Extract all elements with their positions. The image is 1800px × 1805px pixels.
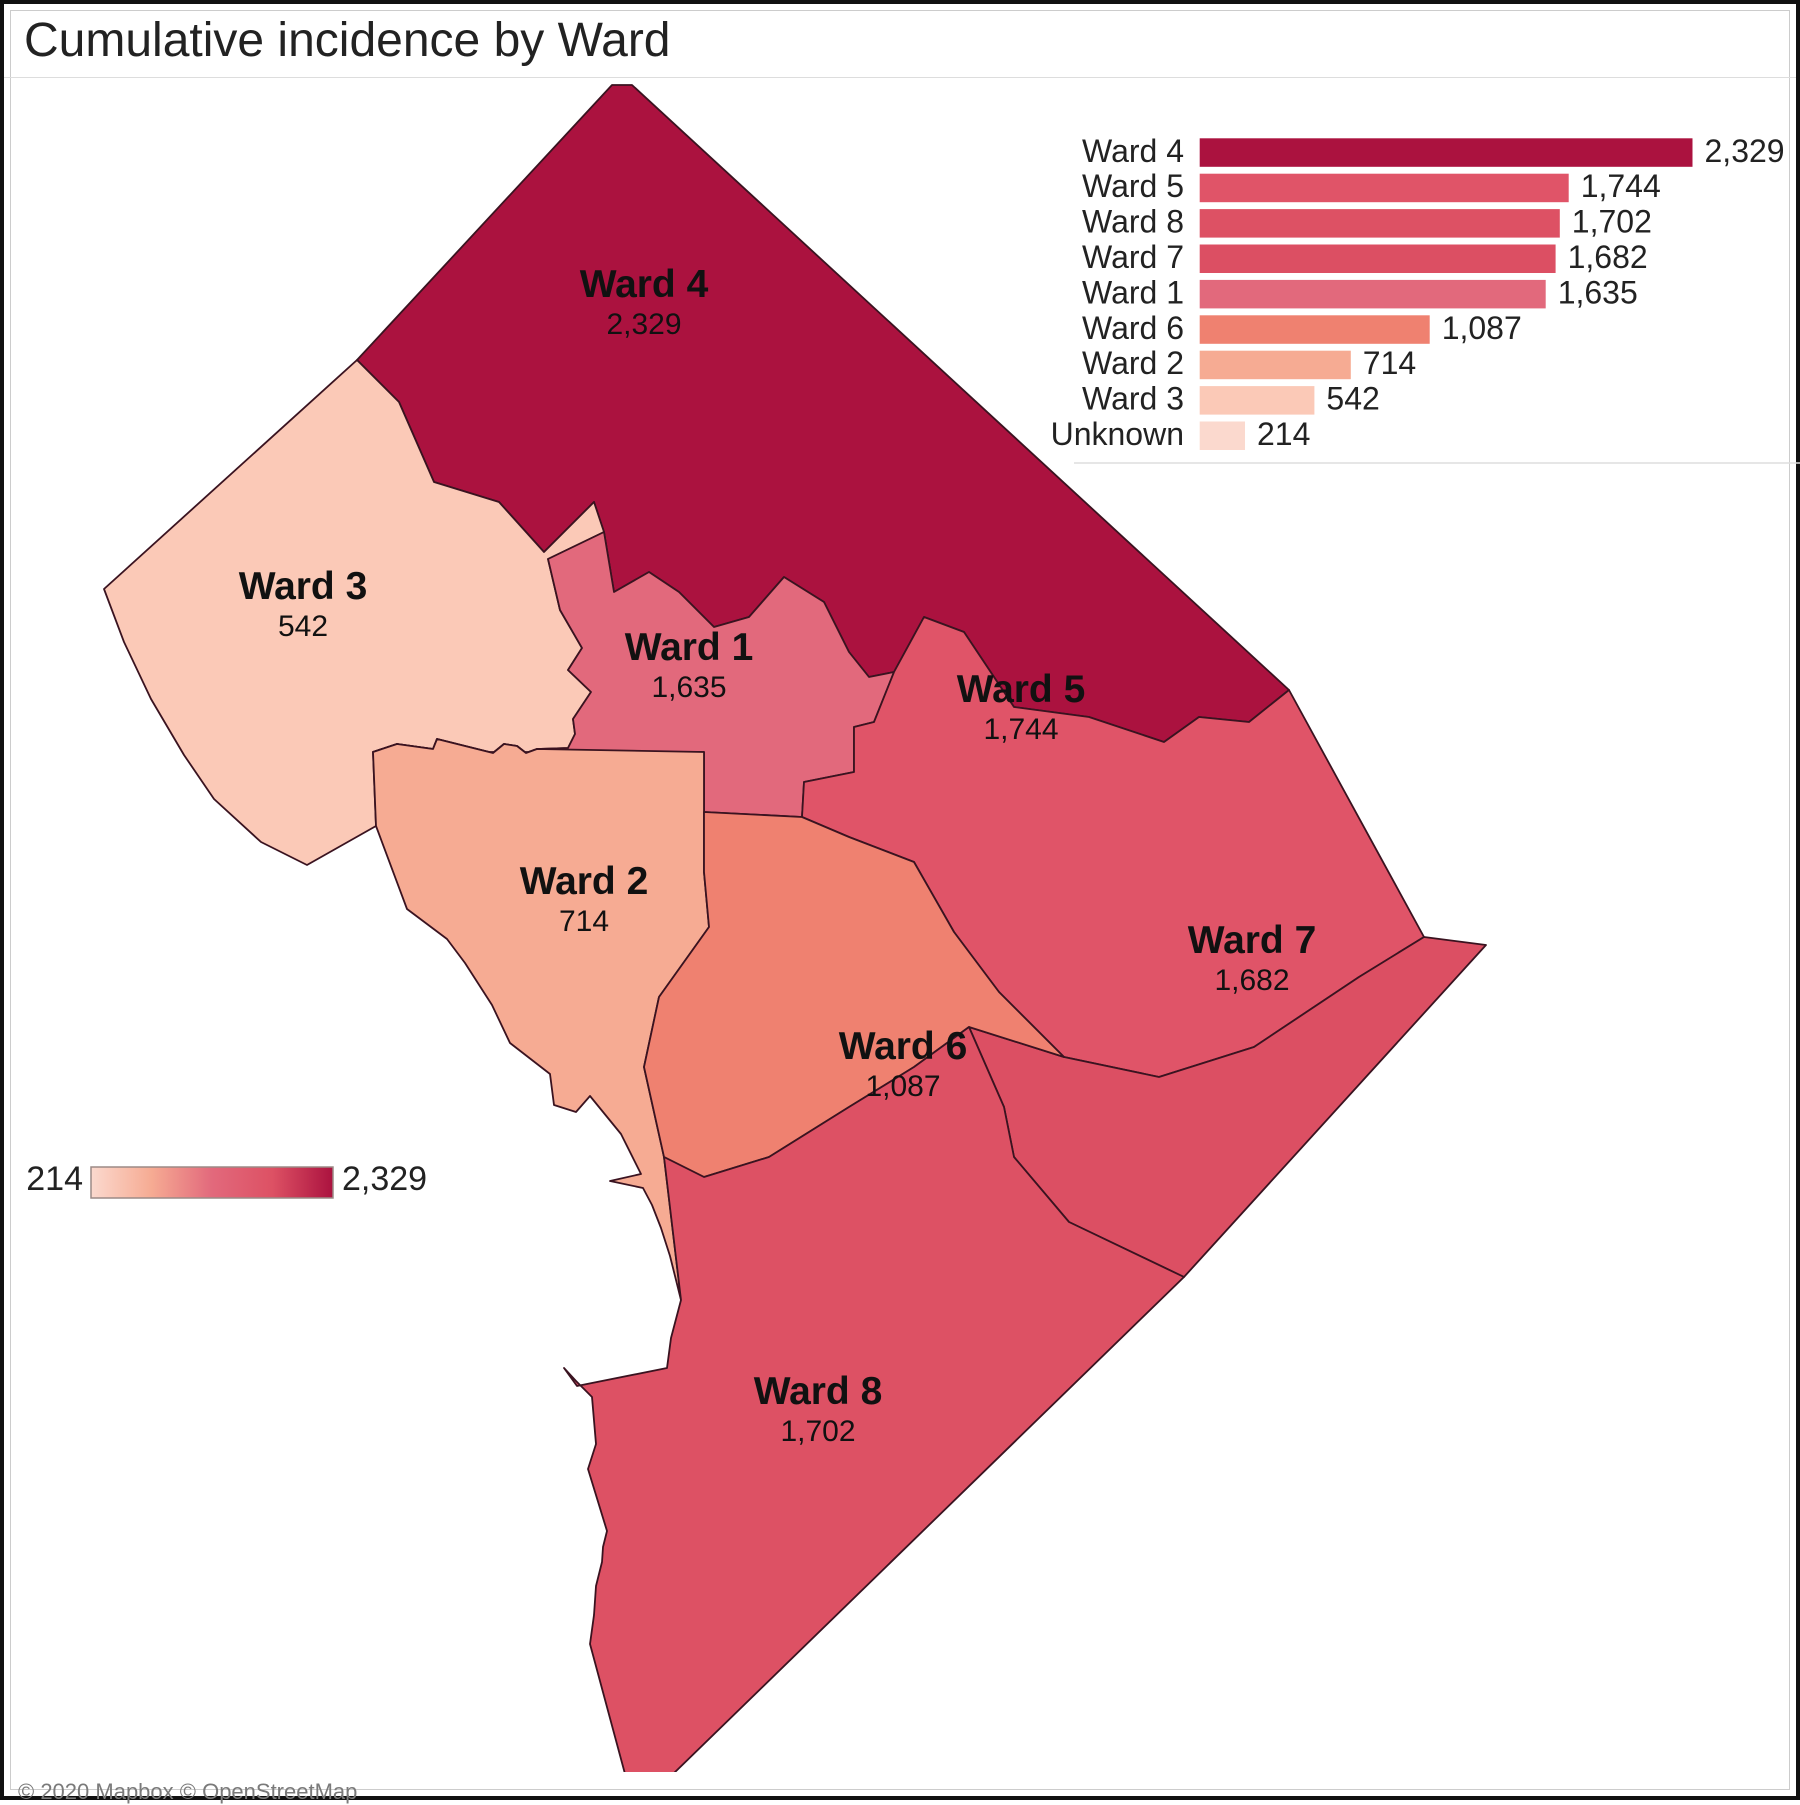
svg-text:714: 714 [559, 905, 609, 938]
svg-text:Ward 8: Ward 8 [754, 1370, 883, 1413]
svg-text:1,635: 1,635 [651, 671, 726, 704]
svg-text:Ward 5: Ward 5 [957, 668, 1086, 711]
svg-text:1,682: 1,682 [1214, 964, 1289, 997]
svg-text:Ward 1: Ward 1 [625, 626, 754, 669]
svg-text:1,744: 1,744 [983, 713, 1058, 746]
svg-text:1,702: 1,702 [780, 1415, 855, 1448]
svg-text:Ward 4: Ward 4 [580, 263, 709, 306]
svg-text:542: 542 [278, 610, 328, 643]
svg-text:1,087: 1,087 [865, 1070, 940, 1103]
svg-text:Ward 6: Ward 6 [839, 1025, 968, 1068]
svg-text:2,329: 2,329 [606, 308, 681, 341]
svg-text:Ward 2: Ward 2 [520, 860, 649, 903]
svg-text:Ward 7: Ward 7 [1188, 919, 1317, 962]
svg-text:Ward 3: Ward 3 [239, 565, 368, 608]
